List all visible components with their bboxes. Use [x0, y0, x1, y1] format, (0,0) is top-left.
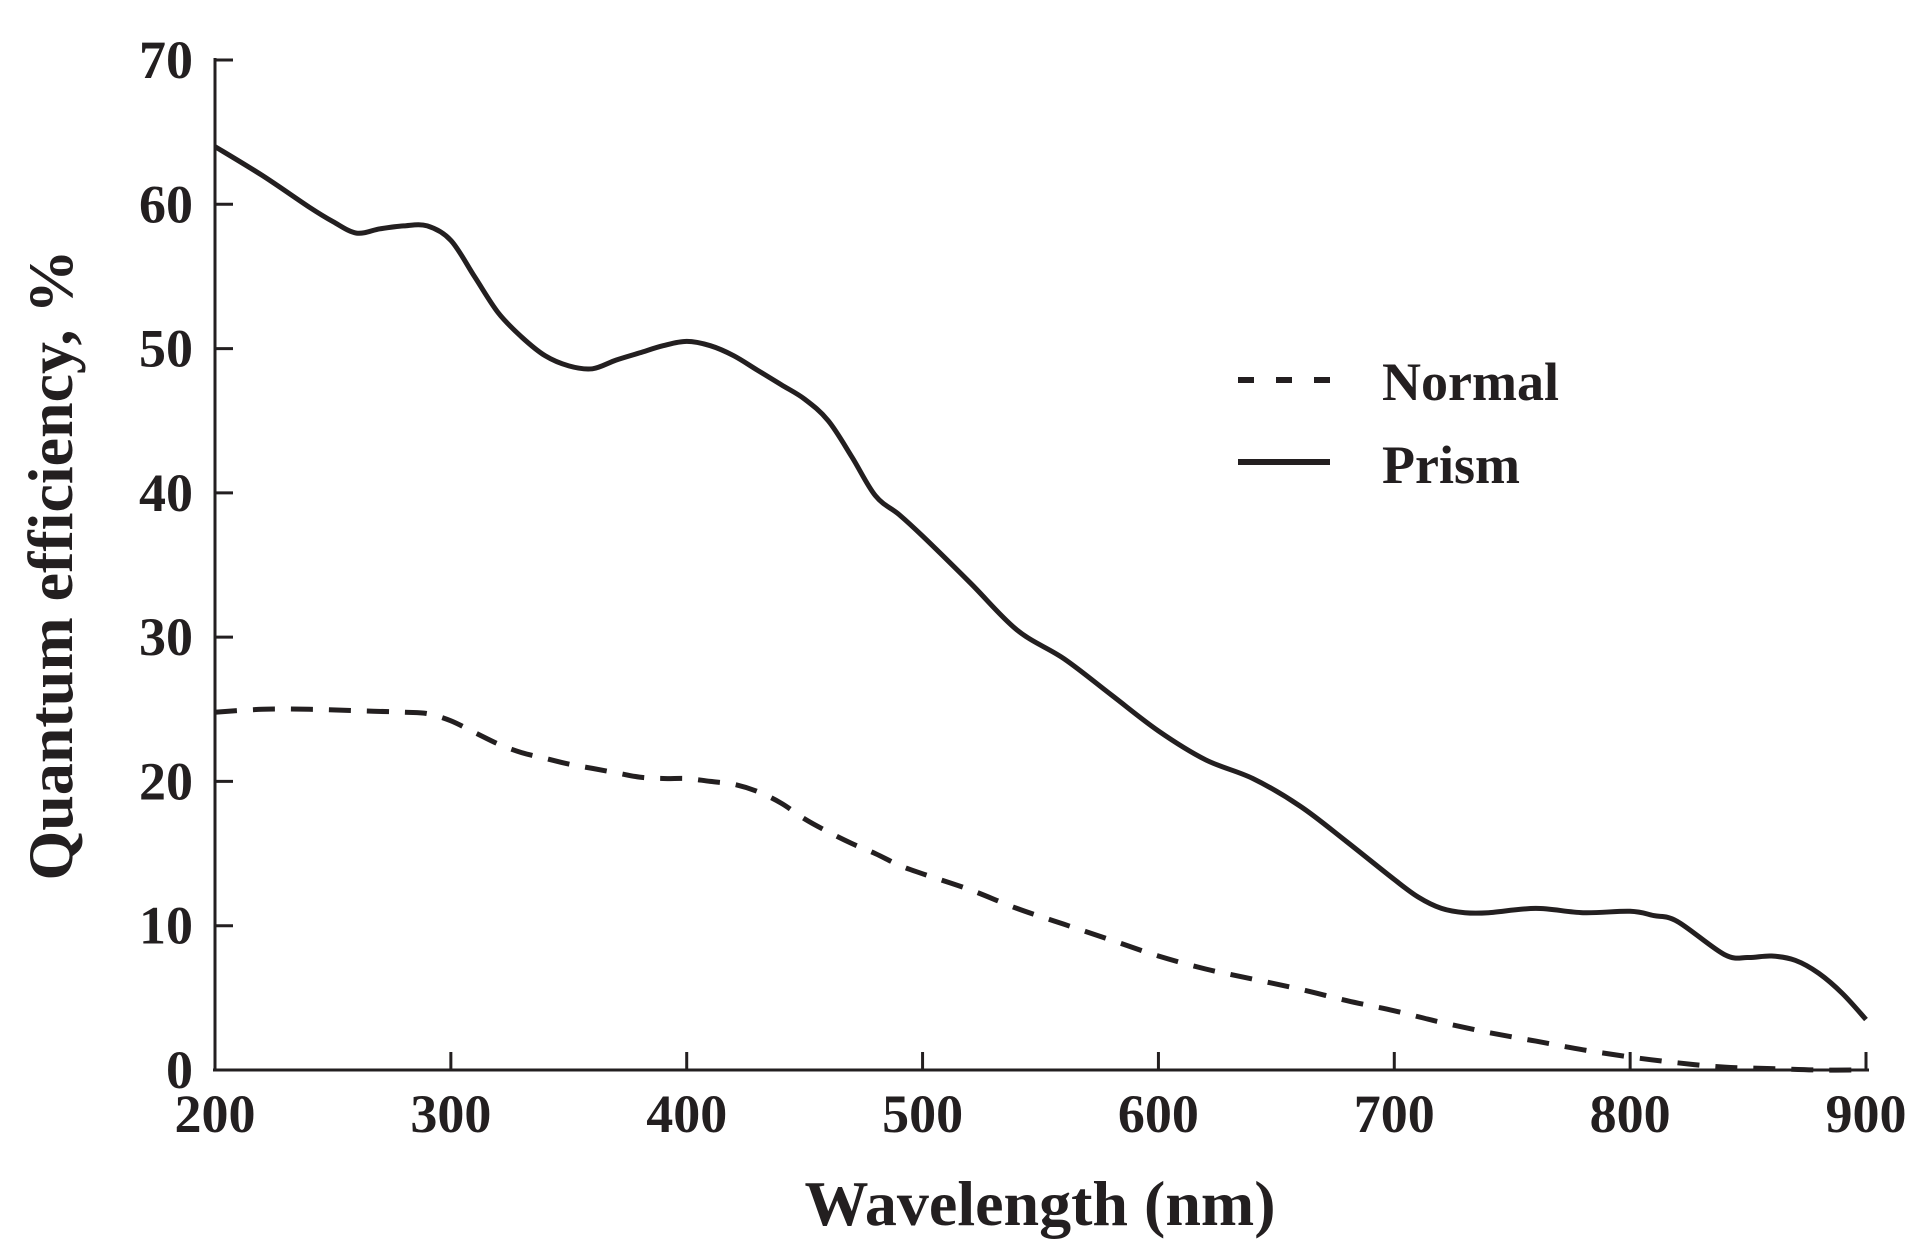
legend-label-normal: Normal [1382, 352, 1559, 412]
ticks: 200 300 400 500 600 700 800 900 0 10 20 30 40 50 60 70 [139, 30, 1907, 1144]
series [213, 144, 1868, 1073]
y-tick-label: 70 [139, 30, 193, 90]
y-axis-label: Quantum efficiency, % [15, 249, 86, 880]
x-tick-label: 400 [646, 1084, 727, 1144]
y-tick-label: 30 [139, 607, 193, 667]
x-tick-label: 300 [410, 1084, 491, 1144]
y-tick-label: 0 [166, 1040, 193, 1100]
series-line-prism [213, 144, 1868, 1022]
y-tick-label: 20 [139, 751, 193, 811]
x-tick-label: 500 [882, 1084, 963, 1144]
y-tick-label: 50 [139, 319, 193, 379]
x-tick-label: 200 [175, 1084, 256, 1144]
y-tick-label: 60 [139, 174, 193, 234]
x-tick-label: 900 [1826, 1084, 1907, 1144]
x-tick-label: 800 [1590, 1084, 1671, 1144]
y-tick-label: 40 [139, 463, 193, 523]
legend-label-prism: Prism [1382, 435, 1520, 495]
x-tick-label: 700 [1354, 1084, 1435, 1144]
x-axis-label: Wavelength (nm) [804, 1168, 1275, 1239]
series-line-normal [214, 706, 1867, 1073]
legend: Normal Prism [1238, 352, 1559, 495]
axes [213, 58, 1869, 1072]
y-tick-label: 10 [139, 896, 193, 956]
x-tick-label: 600 [1118, 1084, 1199, 1144]
